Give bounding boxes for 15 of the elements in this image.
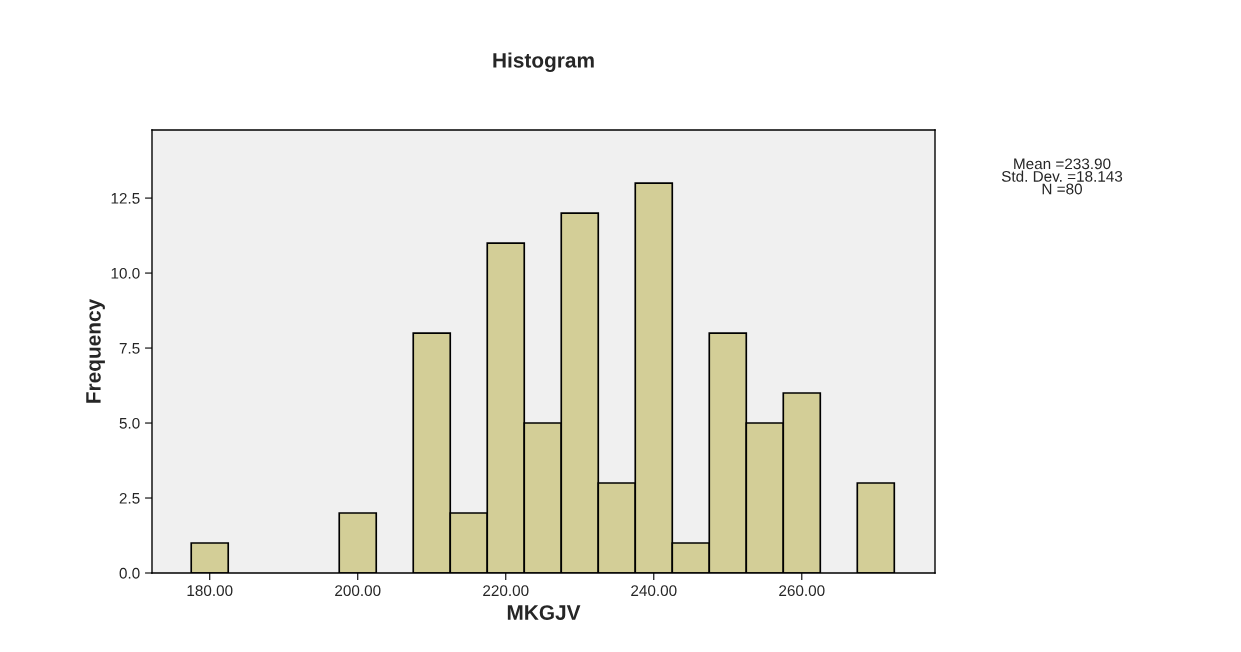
x-tick-label: 260.00 <box>779 585 825 597</box>
chart-title: Histogram <box>493 52 594 72</box>
x-axis-title: MKGJV <box>507 605 581 620</box>
x-tick-label: 200.00 <box>335 585 381 597</box>
y-tick-label: 2.5 <box>119 492 140 504</box>
x-tick-label: 220.00 <box>483 585 529 597</box>
y-axis-title: Frequency <box>86 298 105 403</box>
y-tick-label: 12.5 <box>111 192 140 204</box>
y-tick-label: 7.5 <box>119 343 140 354</box>
text: Mean =233.90 Std. Dev. =18.143 N =80 <box>1001 158 1123 195</box>
y-tick-label: 5.0 <box>119 417 140 429</box>
y-tick-label: 0.0 <box>119 567 140 579</box>
x-tick-label: 180.00 <box>187 585 233 597</box>
x-tick-label: 240.00 <box>631 585 677 597</box>
y-tick-label: 10.0 <box>111 267 140 279</box>
